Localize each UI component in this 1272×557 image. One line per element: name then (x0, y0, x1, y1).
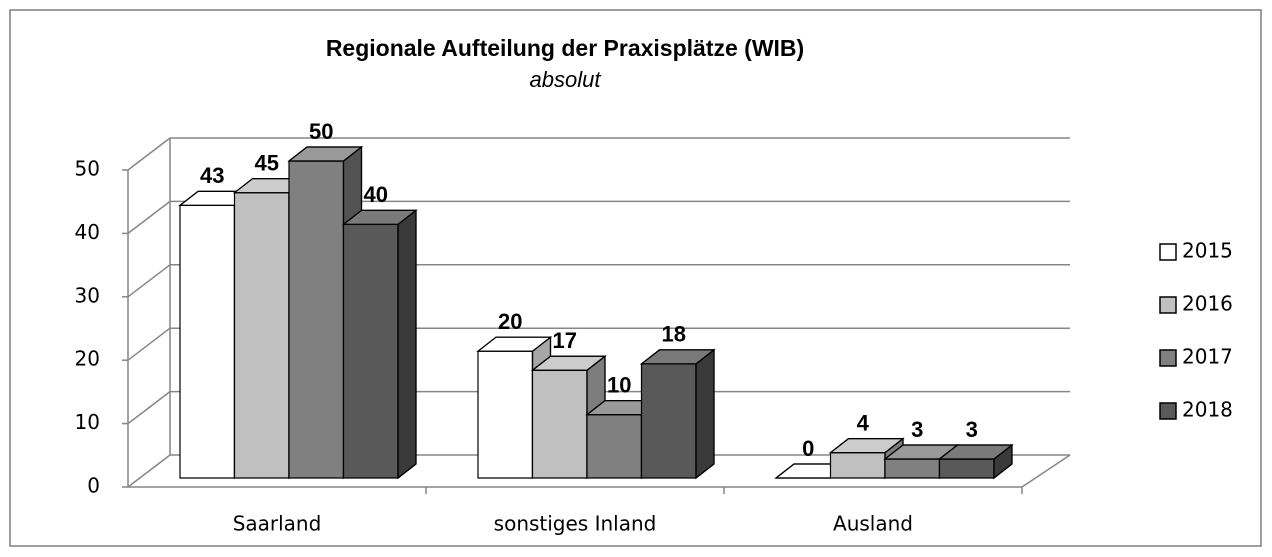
bar-front (640, 363, 697, 479)
value-label: 40 (364, 182, 388, 207)
y-tick-label: 50 (75, 157, 100, 181)
value-label: 18 (662, 322, 686, 347)
bar-front (586, 414, 643, 479)
legend-label: 2015 (1182, 239, 1233, 263)
value-label: 43 (200, 163, 224, 188)
bar-front (342, 223, 399, 479)
floor-edge (1021, 454, 1071, 488)
bar-top-shade (341, 209, 418, 225)
value-label: 4 (857, 410, 870, 435)
legend-swatch (1159, 402, 1177, 420)
bar-front (477, 350, 534, 479)
bar-front (288, 160, 345, 479)
x-tick-label: sonstiges Inland (494, 512, 657, 536)
legend-label: 2018 (1182, 398, 1233, 422)
bar-front (829, 452, 886, 479)
bar-top-shade (937, 444, 1014, 460)
grid-line (127, 391, 171, 425)
y-tick-label: 40 (75, 220, 100, 244)
bar-front (233, 192, 290, 479)
x-tick-label: Ausland (833, 512, 913, 536)
bar-top-shade (476, 336, 553, 352)
y-tick-label: 30 (75, 283, 100, 307)
grid-line (127, 454, 171, 488)
bar-top-shade (639, 349, 716, 365)
value-label: 20 (498, 309, 522, 334)
value-label: 45 (255, 151, 279, 176)
grid-line (127, 327, 171, 361)
legend-label: 2016 (1182, 292, 1233, 316)
bar-front (938, 458, 995, 479)
value-label: 17 (553, 328, 577, 353)
grid-line (127, 264, 171, 298)
value-label: 3 (966, 417, 978, 442)
bar-top-shade (287, 146, 364, 162)
chart-subtitle: absolut (530, 67, 602, 92)
bar-front (884, 458, 941, 479)
bar-front (179, 204, 236, 479)
y-tick-label: 20 (75, 347, 100, 371)
value-label: 0 (802, 436, 814, 461)
chart-title: Regionale Aufteilung der Praxisplätze (W… (326, 35, 804, 61)
value-label: 50 (309, 119, 333, 144)
bar-front (531, 369, 588, 479)
x-tick-label: Saarland (233, 512, 322, 536)
y-tick-label: 10 (75, 410, 100, 434)
y-tick-label: 0 (87, 474, 100, 498)
bar-side-shade (397, 209, 417, 480)
grid-line (127, 200, 171, 234)
bar-side-shade (695, 348, 715, 480)
legend-swatch (1159, 243, 1177, 261)
legend-swatch (1159, 349, 1177, 367)
bar-top-shade (530, 355, 607, 371)
legend-swatch (1159, 296, 1177, 314)
bar-top-shade (828, 438, 905, 454)
value-label: 10 (607, 372, 631, 397)
legend-label: 2017 (1182, 345, 1233, 369)
grid-line (127, 137, 171, 171)
value-label: 3 (911, 417, 923, 442)
